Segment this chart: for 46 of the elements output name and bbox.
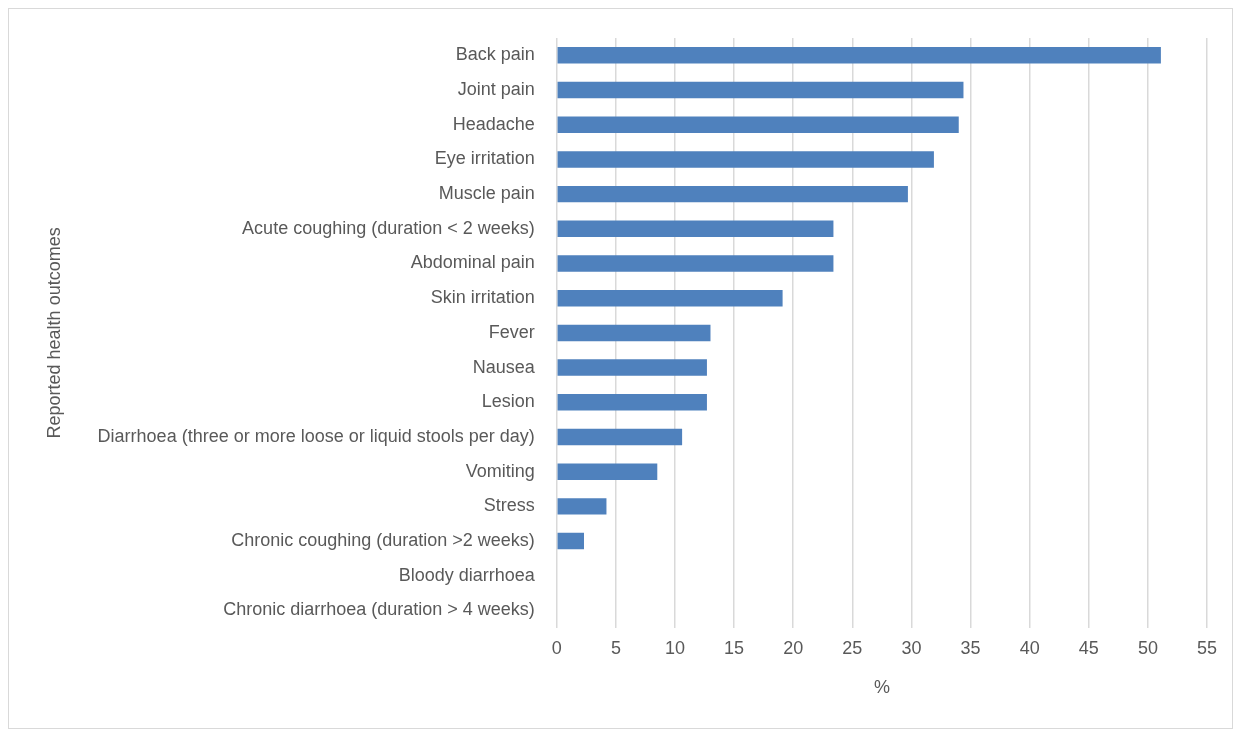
bar — [557, 532, 584, 550]
y-tick-label: Back pain — [455, 44, 535, 65]
y-tick-label: Lesion — [481, 391, 535, 412]
y-tick-label: Fever — [488, 321, 535, 342]
x-tick-label: 10 — [665, 637, 686, 658]
x-tick-label: 40 — [1019, 637, 1040, 658]
y-tick-label: Chronic coughing (duration >2 weeks) — [231, 530, 535, 551]
y-tick-label: Joint pain — [457, 79, 535, 100]
x-tick-label: 30 — [901, 637, 922, 658]
bar — [557, 81, 964, 99]
bar — [557, 428, 683, 446]
y-tick-label: Bloody diarrhoea — [398, 564, 536, 585]
y-tick-label: Vomiting — [465, 460, 535, 481]
bar — [557, 116, 959, 133]
y-tick-label: Stress — [483, 495, 535, 516]
x-tick-label: 50 — [1137, 637, 1158, 658]
y-tick-label: Headache — [452, 113, 535, 134]
bar — [557, 255, 834, 272]
x-tick-label: 0 — [551, 637, 562, 658]
x-tick-label: 5 — [610, 637, 621, 658]
y-tick-label: Muscle pain — [438, 183, 535, 204]
bar — [557, 289, 783, 307]
x-axis-title: % — [873, 677, 890, 698]
x-tick-label: 15 — [724, 637, 745, 658]
bar — [557, 185, 908, 203]
x-tick-label: 25 — [842, 637, 863, 658]
y-tick-label: Acute coughing (duration < 2 weeks) — [242, 217, 535, 238]
bar — [557, 220, 834, 238]
y-tick-label: Abdominal pain — [410, 252, 535, 273]
x-tick-label: 55 — [1196, 637, 1218, 658]
bar — [557, 151, 934, 168]
y-axis-title: Reported health outcomes — [43, 227, 64, 439]
bar — [557, 47, 1161, 64]
bar — [557, 498, 607, 515]
x-tick-label: 45 — [1078, 637, 1099, 658]
bar — [557, 359, 707, 376]
x-tick-label: 35 — [960, 637, 981, 658]
y-tick-label: Chronic diarrhoea (duration > 4 weeks) — [223, 599, 535, 620]
bar — [557, 463, 658, 480]
y-tick-label: Skin irritation — [430, 287, 535, 308]
y-tick-label: Diarrhoea (three or more loose or liquid stools per day) — [97, 425, 535, 446]
bar — [557, 394, 707, 411]
x-tick-label: 20 — [783, 637, 804, 658]
bar — [557, 324, 711, 342]
y-tick-label: Eye irritation — [434, 148, 535, 169]
y-tick-label: Nausea — [472, 356, 536, 377]
